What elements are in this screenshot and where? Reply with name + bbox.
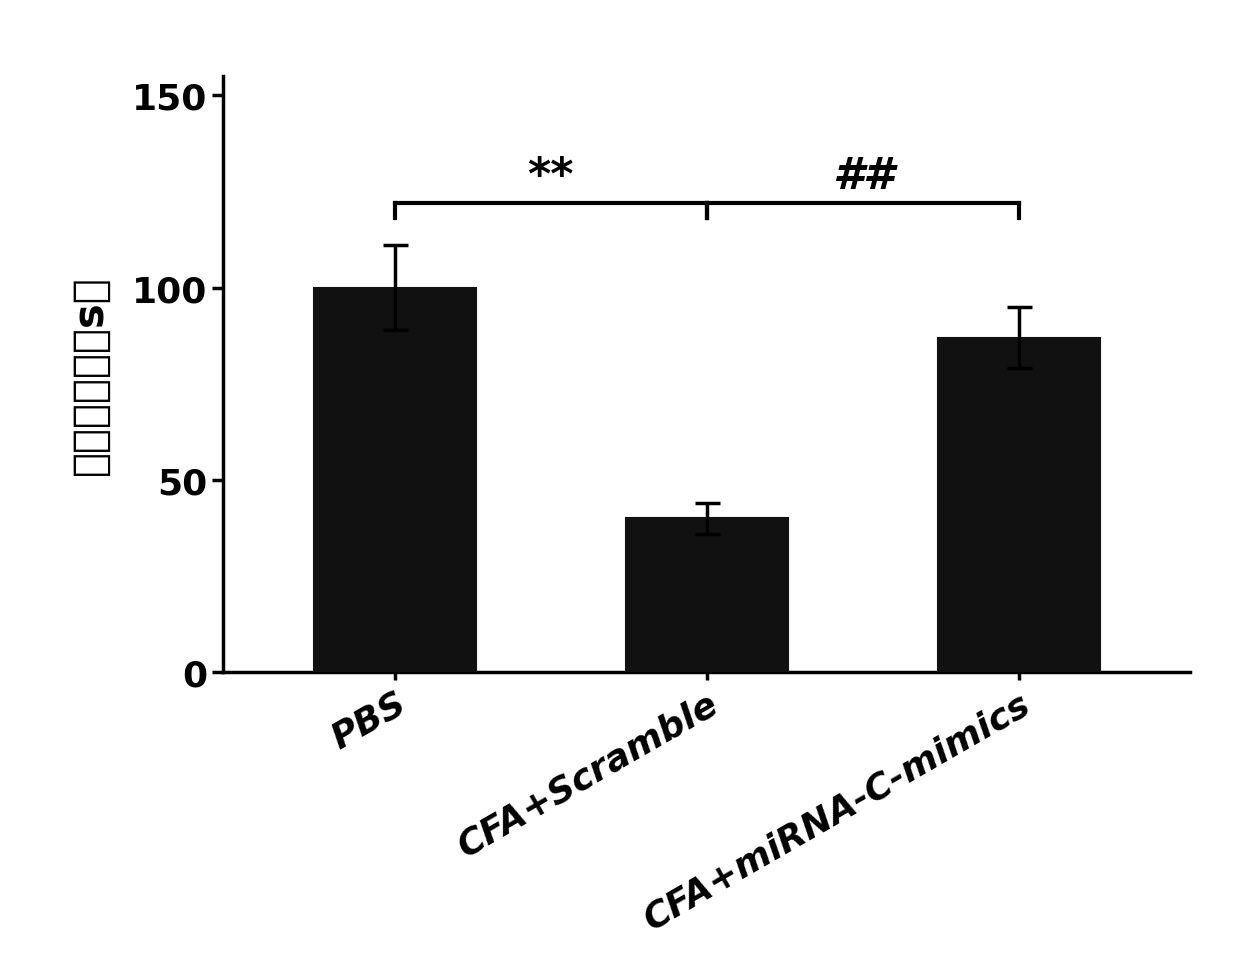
Bar [314,288,476,673]
Bar [626,519,787,673]
Text: ##: ## [832,155,894,198]
Bar [937,338,1100,673]
Y-axis label: 缩足潜伏期（s）: 缩足潜伏期（s） [69,275,112,475]
Text: **: ** [527,155,574,198]
